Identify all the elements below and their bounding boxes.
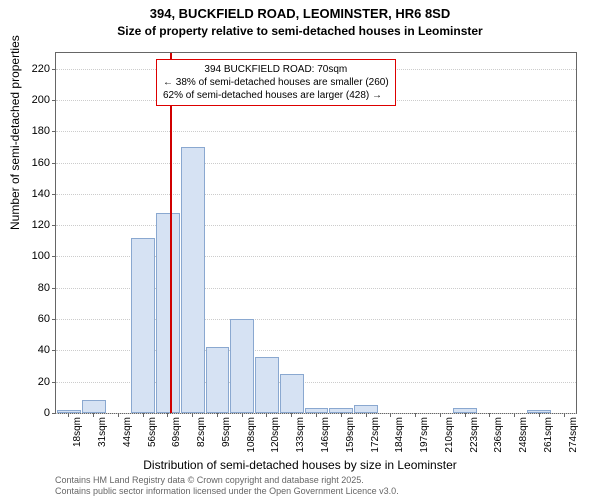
y-tick-mark bbox=[52, 225, 56, 226]
x-tick-mark bbox=[93, 413, 94, 417]
y-tick-mark bbox=[52, 69, 56, 70]
y-tick-label: 140 bbox=[32, 188, 50, 200]
x-tick-label: 236sqm bbox=[493, 417, 504, 453]
annotation-box: 394 BUCKFIELD ROAD: 70sqm ← 38% of semi-… bbox=[156, 59, 396, 106]
y-tick-mark bbox=[52, 131, 56, 132]
y-tick-mark bbox=[52, 194, 56, 195]
x-tick-label: 197sqm bbox=[419, 417, 430, 453]
gridline bbox=[56, 163, 576, 164]
x-tick-mark bbox=[415, 413, 416, 417]
x-tick-mark bbox=[341, 413, 342, 417]
plot-area: 02040608010012014016018020022018sqm31sqm… bbox=[55, 52, 577, 414]
y-tick-mark bbox=[52, 382, 56, 383]
x-tick-label: 274sqm bbox=[568, 417, 579, 453]
footer-line1: Contains HM Land Registry data © Crown c… bbox=[55, 475, 399, 486]
x-tick-label: 120sqm bbox=[270, 417, 281, 453]
x-tick-label: 248sqm bbox=[518, 417, 529, 453]
x-tick-label: 261sqm bbox=[543, 417, 554, 453]
histogram-bar bbox=[255, 357, 279, 413]
x-tick-label: 146sqm bbox=[320, 417, 331, 453]
chart-subtitle: Size of property relative to semi-detach… bbox=[0, 24, 600, 38]
gridline bbox=[56, 131, 576, 132]
x-tick-mark bbox=[514, 413, 515, 417]
y-tick-mark bbox=[52, 413, 56, 414]
x-tick-label: 18sqm bbox=[72, 417, 83, 447]
x-tick-label: 95sqm bbox=[221, 417, 232, 447]
reference-line bbox=[170, 53, 172, 413]
x-tick-mark bbox=[539, 413, 540, 417]
footer-line2: Contains public sector information licen… bbox=[55, 486, 399, 497]
y-tick-label: 200 bbox=[32, 94, 50, 106]
x-tick-label: 133sqm bbox=[295, 417, 306, 453]
y-tick-mark bbox=[52, 163, 56, 164]
x-tick-mark bbox=[266, 413, 267, 417]
y-tick-mark bbox=[52, 256, 56, 257]
histogram-bar bbox=[156, 213, 180, 413]
y-tick-mark bbox=[52, 350, 56, 351]
x-tick-label: 82sqm bbox=[196, 417, 207, 447]
x-tick-label: 56sqm bbox=[147, 417, 158, 447]
x-tick-mark bbox=[489, 413, 490, 417]
y-tick-label: 0 bbox=[44, 407, 50, 419]
histogram-bar bbox=[131, 238, 155, 413]
histogram-bar bbox=[354, 405, 378, 413]
footer: Contains HM Land Registry data © Crown c… bbox=[55, 475, 399, 497]
x-tick-label: 31sqm bbox=[97, 417, 108, 447]
x-tick-mark bbox=[167, 413, 168, 417]
x-tick-mark bbox=[217, 413, 218, 417]
x-tick-label: 184sqm bbox=[394, 417, 405, 453]
y-tick-label: 80 bbox=[38, 282, 50, 294]
y-tick-label: 180 bbox=[32, 125, 50, 137]
x-tick-mark bbox=[366, 413, 367, 417]
annotation-line3: 62% of semi-detached houses are larger (… bbox=[163, 89, 389, 102]
histogram-bar bbox=[280, 374, 304, 413]
x-tick-label: 172sqm bbox=[370, 417, 381, 453]
x-axis-label: Distribution of semi-detached houses by … bbox=[0, 458, 600, 472]
x-tick-mark bbox=[118, 413, 119, 417]
y-tick-label: 160 bbox=[32, 157, 50, 169]
gridline bbox=[56, 194, 576, 195]
x-tick-mark bbox=[242, 413, 243, 417]
histogram-bar bbox=[82, 400, 106, 413]
x-tick-label: 159sqm bbox=[345, 417, 356, 453]
y-axis-label: Number of semi-detached properties bbox=[8, 35, 22, 230]
x-tick-mark bbox=[440, 413, 441, 417]
x-tick-label: 210sqm bbox=[444, 417, 455, 453]
y-tick-label: 60 bbox=[38, 313, 50, 325]
x-tick-mark bbox=[390, 413, 391, 417]
y-tick-mark bbox=[52, 100, 56, 101]
x-tick-mark bbox=[316, 413, 317, 417]
x-tick-mark bbox=[143, 413, 144, 417]
chart-container: 394, BUCKFIELD ROAD, LEOMINSTER, HR6 8SD… bbox=[0, 0, 600, 500]
x-tick-mark bbox=[192, 413, 193, 417]
histogram-bar bbox=[230, 319, 254, 413]
x-tick-label: 223sqm bbox=[469, 417, 480, 453]
annotation-line2: ← 38% of semi-detached houses are smalle… bbox=[163, 76, 389, 89]
y-tick-label: 220 bbox=[32, 63, 50, 75]
x-tick-label: 108sqm bbox=[246, 417, 257, 453]
y-tick-label: 40 bbox=[38, 344, 50, 356]
y-tick-label: 120 bbox=[32, 219, 50, 231]
chart-title: 394, BUCKFIELD ROAD, LEOMINSTER, HR6 8SD bbox=[0, 6, 600, 21]
y-tick-label: 100 bbox=[32, 250, 50, 262]
x-tick-label: 69sqm bbox=[171, 417, 182, 447]
y-tick-mark bbox=[52, 288, 56, 289]
y-tick-mark bbox=[52, 319, 56, 320]
x-tick-mark bbox=[465, 413, 466, 417]
y-tick-label: 20 bbox=[38, 376, 50, 388]
x-tick-label: 44sqm bbox=[122, 417, 133, 447]
x-tick-mark bbox=[291, 413, 292, 417]
x-tick-mark bbox=[68, 413, 69, 417]
annotation-line1: 394 BUCKFIELD ROAD: 70sqm bbox=[163, 63, 389, 76]
histogram-bar bbox=[206, 347, 230, 413]
x-tick-mark bbox=[564, 413, 565, 417]
histogram-bar bbox=[181, 147, 205, 413]
gridline bbox=[56, 225, 576, 226]
